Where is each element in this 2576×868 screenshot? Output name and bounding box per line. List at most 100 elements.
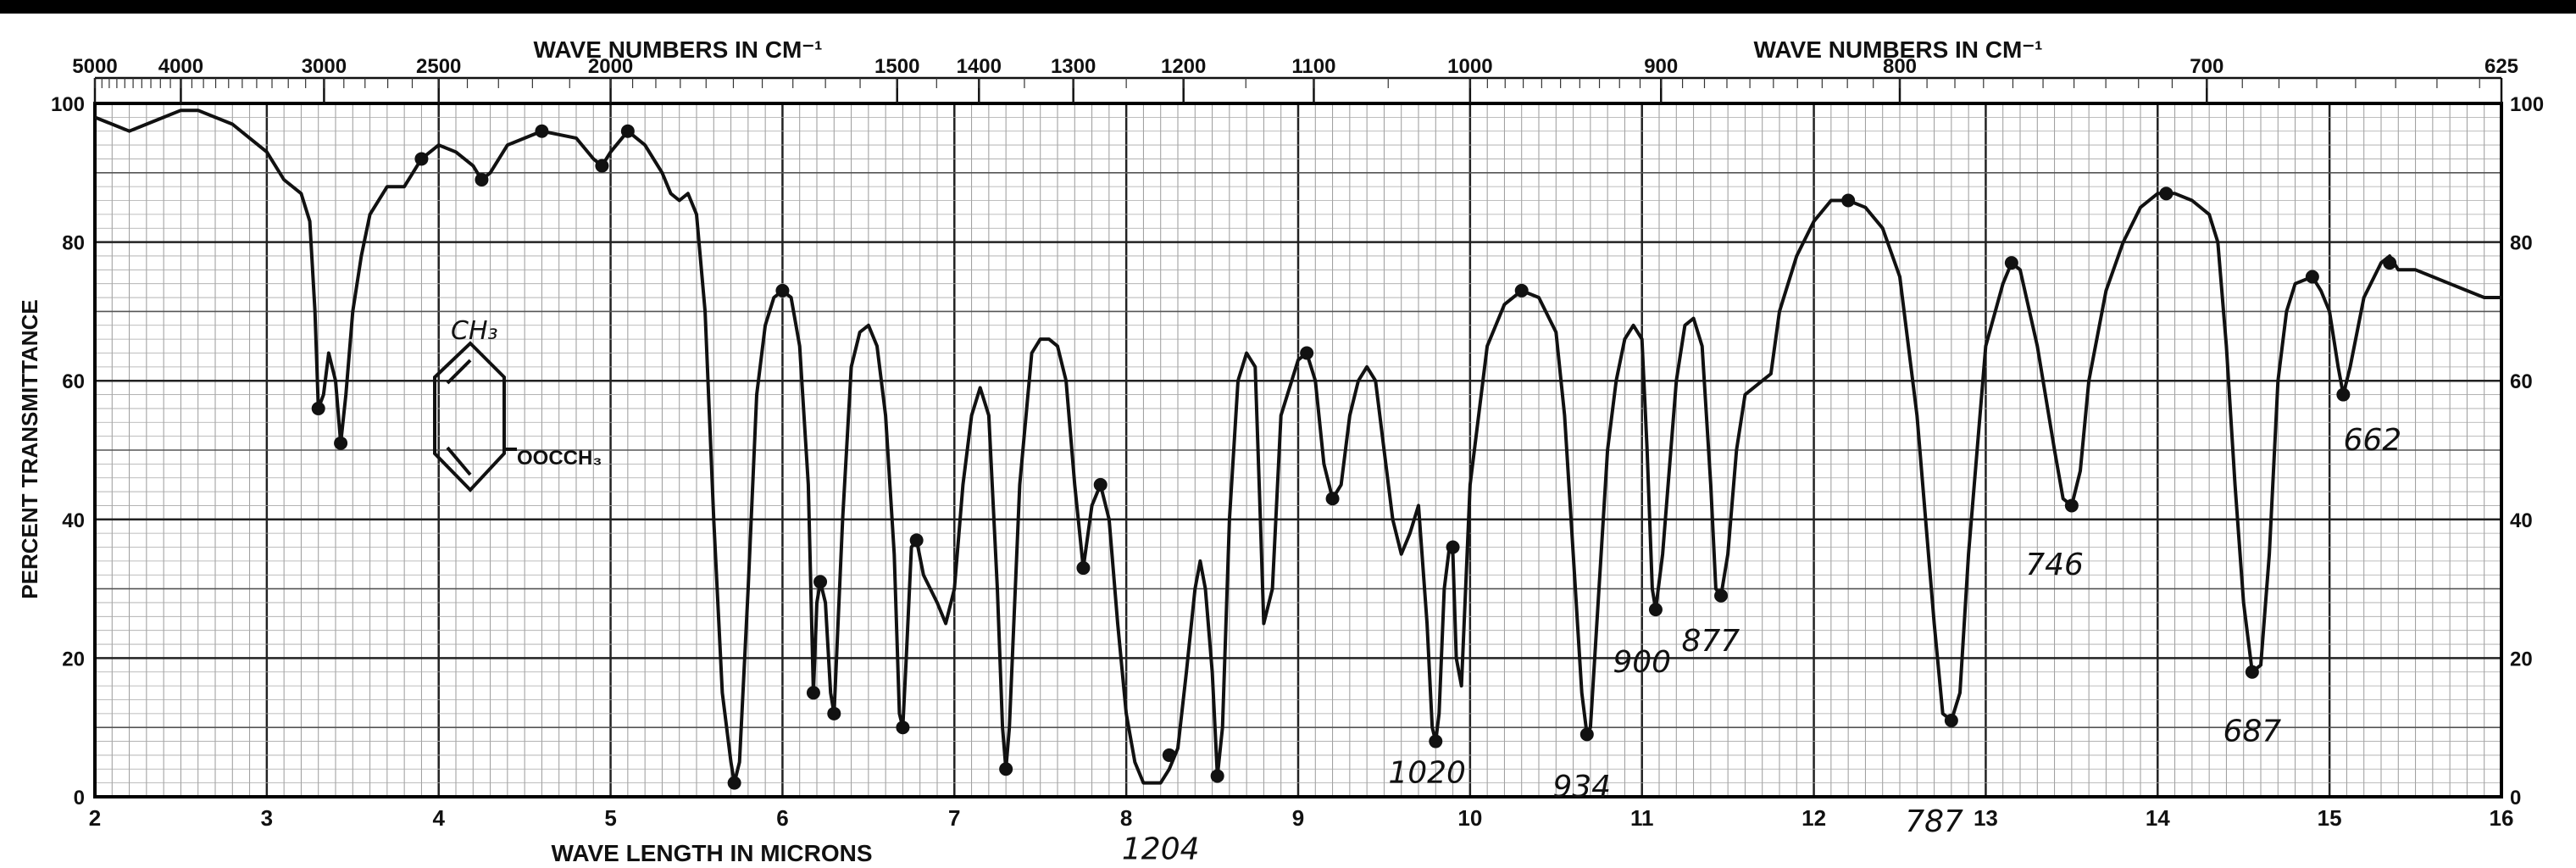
peak-marker bbox=[2245, 665, 2259, 679]
x-tick-label: 5 bbox=[604, 805, 616, 831]
wavenumber-tick-label: 4000 bbox=[158, 55, 203, 78]
peak-marker bbox=[896, 721, 910, 735]
wavenumber-tick-label: 1300 bbox=[1051, 55, 1096, 78]
wavenumber-tick-label: 1000 bbox=[1447, 55, 1492, 78]
structure-methyl-label: CH₃ bbox=[451, 316, 498, 346]
y-axis-title: PERCENT TRANSMITTANCE bbox=[17, 299, 42, 598]
plot-frame bbox=[93, 102, 2503, 798]
spectrum-curve bbox=[94, 108, 2501, 785]
peak-marker bbox=[1714, 588, 1729, 603]
wavenumber-axis: 5000 4000 3000 2500 2000 1500 1400 1300 1200 1100… bbox=[72, 55, 2518, 103]
peak-marker bbox=[1076, 561, 1091, 576]
molecule-structure bbox=[433, 341, 517, 492]
x-tick-label: 11 bbox=[1630, 805, 1654, 831]
x-tick-label: 3 bbox=[261, 805, 273, 831]
x-tick-label: 7 bbox=[948, 805, 960, 831]
peak-marker bbox=[1429, 734, 1443, 748]
wavenumber-tick-label: 5000 bbox=[72, 55, 117, 78]
y-tick-label-left: 0 bbox=[74, 787, 85, 810]
y-tick-label-left: 20 bbox=[62, 648, 85, 670]
wavenumber-tick-label: 2500 bbox=[416, 55, 461, 78]
peak-marker bbox=[1325, 492, 1340, 506]
wavenumber-tick-label: 700 bbox=[2190, 55, 2223, 78]
structure-ester-label: OOCCH₃ bbox=[517, 447, 602, 470]
peak-marker bbox=[1300, 346, 1314, 360]
wavenumber-tick-label: 1200 bbox=[1161, 55, 1206, 78]
peak-marker bbox=[2159, 186, 2174, 201]
x-tick-label: 4 bbox=[432, 805, 445, 831]
wavelength-axis: 2 3 4 5 6 7 8 9 10 11 12 13 14 15 16 bbox=[89, 805, 2514, 831]
wavenumber-tick-label: 900 bbox=[1644, 55, 1678, 78]
peak-marker bbox=[1093, 477, 1108, 492]
wavenumber-tick-label: 1500 bbox=[874, 55, 919, 78]
peak-marker bbox=[813, 575, 828, 589]
peak-annotation: 687 bbox=[2223, 715, 2281, 749]
peak-marker bbox=[775, 283, 790, 298]
peak-marker bbox=[475, 172, 489, 186]
peak-marker bbox=[2383, 256, 2397, 270]
top-axis-title-right: WAVE NUMBERS IN CM⁻¹ bbox=[1754, 36, 2043, 63]
x-tick-label: 14 bbox=[2146, 805, 2170, 831]
x-tick-label: 16 bbox=[2490, 805, 2514, 831]
peak-annotation: 1020 bbox=[1388, 756, 1466, 791]
peak-marker bbox=[311, 401, 325, 415]
peak-marker bbox=[999, 762, 1013, 776]
peak-marker bbox=[1210, 769, 1224, 783]
y-axis-right: 0 20 40 60 80 100 bbox=[2510, 93, 2544, 810]
peak-annotation: 746 bbox=[2025, 548, 2084, 582]
y-axis-left: 0 20 40 60 80 100 bbox=[51, 93, 85, 810]
y-tick-label-right: 40 bbox=[2510, 509, 2533, 532]
y-tick-label-right: 60 bbox=[2510, 370, 2533, 393]
peak-marker bbox=[806, 686, 820, 700]
peak-marker bbox=[909, 533, 924, 548]
peak-marker bbox=[2336, 387, 2351, 402]
peak-annotation: 662 bbox=[2343, 423, 2401, 458]
x-tick-label: 9 bbox=[1292, 805, 1304, 831]
peak-annotation: 900 bbox=[1613, 645, 1671, 680]
y-tick-label-right: 100 bbox=[2510, 93, 2544, 116]
peak-marker bbox=[2004, 256, 2018, 270]
peak-marker bbox=[1841, 193, 1856, 208]
y-tick-label-left: 60 bbox=[62, 370, 85, 393]
peak-annotations: 1204 1020 934 900 877 787 746 687 662 bbox=[1122, 423, 2401, 867]
x-tick-label: 10 bbox=[1457, 805, 1482, 831]
x-tick-label: 15 bbox=[2318, 805, 2342, 831]
y-tick-label-right: 80 bbox=[2510, 232, 2533, 255]
peak-marker bbox=[620, 124, 635, 138]
peak-marker bbox=[727, 776, 741, 790]
wavenumber-tick-label: 2000 bbox=[588, 55, 633, 78]
top-black-band bbox=[0, 0, 2576, 14]
peak-marker bbox=[414, 152, 429, 166]
peak-marker bbox=[827, 706, 841, 721]
peak-annotation: 1204 bbox=[1122, 832, 1200, 867]
wavenumber-tick-label: 1100 bbox=[1291, 55, 1335, 78]
wavenumber-tick-label: 625 bbox=[2484, 55, 2518, 78]
x-tick-label: 13 bbox=[1974, 805, 1998, 831]
y-tick-label-left: 40 bbox=[62, 509, 85, 532]
peak-marker bbox=[1162, 748, 1176, 762]
y-tick-label-left: 80 bbox=[62, 232, 85, 255]
peak-annotation: 787 bbox=[1905, 804, 1963, 839]
peak-marker bbox=[535, 124, 549, 138]
peak-marker bbox=[1446, 540, 1460, 554]
x-tick-label: 2 bbox=[89, 805, 101, 831]
peak-marker bbox=[1514, 283, 1529, 298]
peak-marker bbox=[2064, 498, 2079, 513]
peak-marker bbox=[334, 436, 348, 450]
x-tick-label: 8 bbox=[1120, 805, 1132, 831]
x-tick-label: 12 bbox=[1802, 805, 1826, 831]
peak-marker bbox=[1648, 603, 1663, 617]
wavenumber-tick-label: 1400 bbox=[957, 55, 1002, 78]
peak-markers bbox=[311, 124, 2397, 790]
wavenumber-tick-label: 3000 bbox=[302, 55, 347, 78]
peak-annotation: 934 bbox=[1552, 770, 1611, 804]
x-axis-title: WAVE LENGTH IN MICRONS bbox=[551, 840, 872, 866]
x-tick-label: 6 bbox=[776, 805, 788, 831]
peak-marker bbox=[1944, 714, 1958, 728]
peak-annotation: 877 bbox=[1681, 624, 1740, 659]
y-tick-label-right: 20 bbox=[2510, 648, 2533, 670]
peak-marker bbox=[595, 159, 609, 173]
y-tick-label-right: 0 bbox=[2510, 787, 2521, 810]
peak-marker bbox=[1579, 727, 1594, 742]
